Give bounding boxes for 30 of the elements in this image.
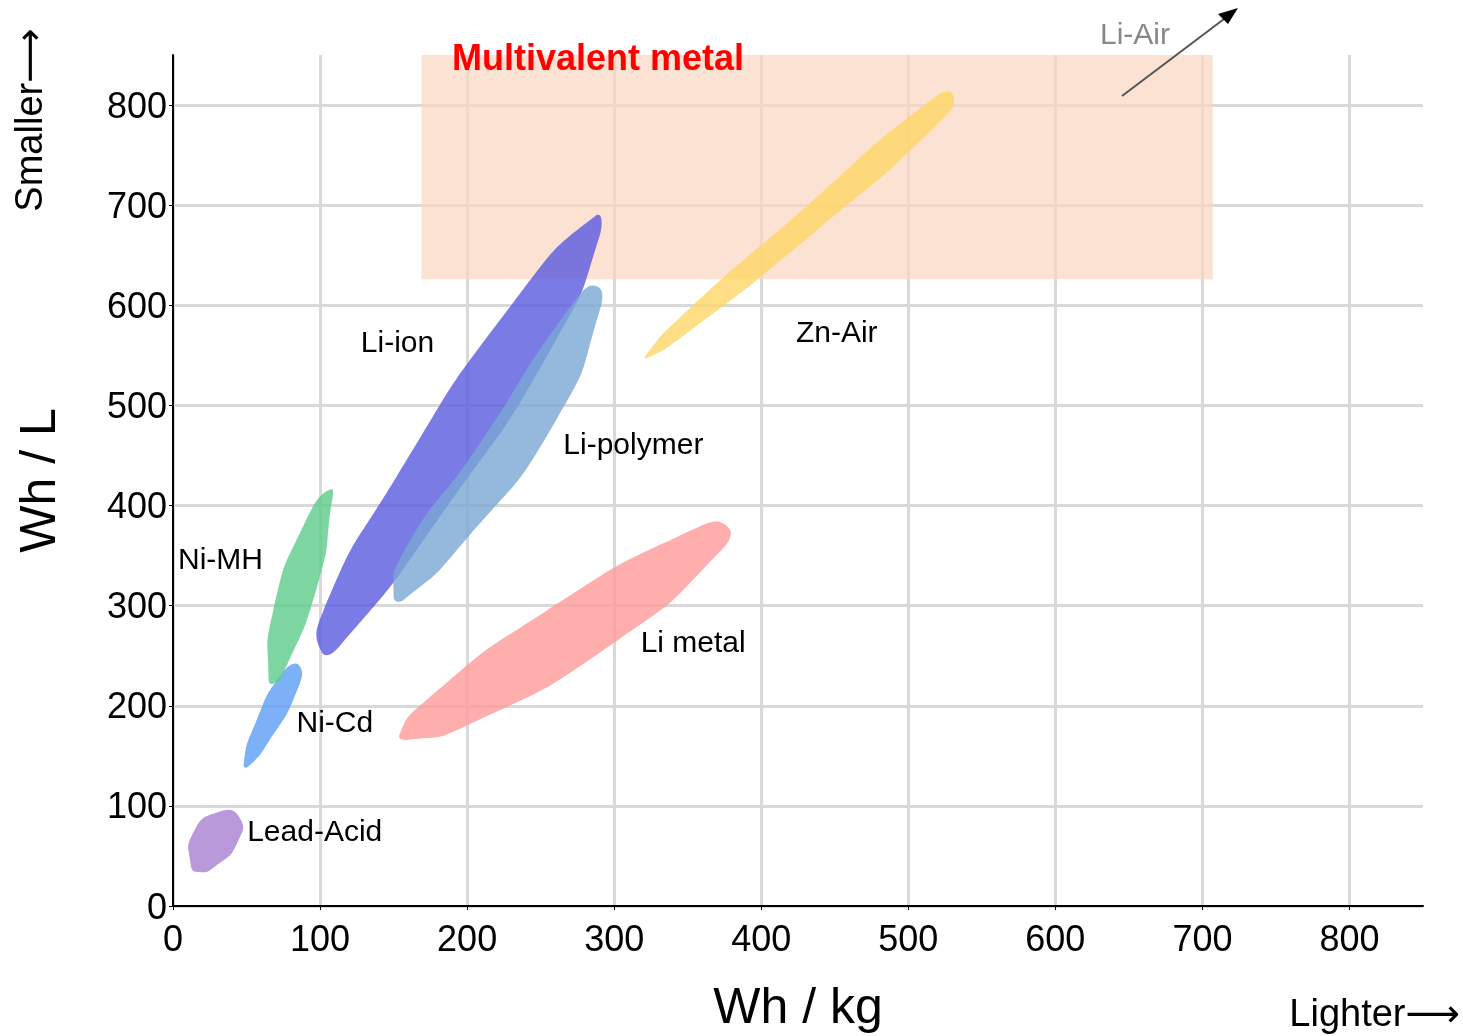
y-tick-label: 300 xyxy=(106,585,167,627)
x-tick-label: 100 xyxy=(290,917,351,959)
x-axis-title: Wh / kg xyxy=(713,978,883,1034)
text: Smaller⟶ xyxy=(8,28,51,212)
x-tick-label: 300 xyxy=(584,917,645,959)
annotation: Multivalent metal xyxy=(452,36,745,78)
y-tick-label: 400 xyxy=(106,485,167,527)
series-label: Lead-Acid xyxy=(247,814,383,848)
y-axis-title: Wh / L xyxy=(10,408,66,553)
y-tick-label: 200 xyxy=(106,685,167,727)
text: Lighter⟶ xyxy=(1289,992,1460,1035)
x-tick-label: 700 xyxy=(1172,917,1233,959)
y-tick-label: 800 xyxy=(106,84,167,126)
y-tick-label: 700 xyxy=(106,184,167,226)
x-tick-label: 600 xyxy=(1025,917,1086,959)
y-tick-label: 100 xyxy=(106,785,167,827)
series-label: Ni-MH xyxy=(178,542,263,576)
text: Li-Air xyxy=(1099,16,1171,50)
series-label: Ni-Cd xyxy=(296,705,374,739)
series-label: Zn-Air xyxy=(795,314,878,348)
y-tick-label: 0 xyxy=(146,885,167,927)
series-label: Li-ion xyxy=(360,324,435,358)
x-tick-label: 400 xyxy=(731,917,792,959)
y-tick-label: 600 xyxy=(106,284,167,326)
series-label: Li metal xyxy=(640,625,746,659)
series-label: Li-polymer xyxy=(563,426,704,460)
x-tick-label: 200 xyxy=(437,917,498,959)
y-tick-label: 500 xyxy=(106,384,167,426)
x-tick-label: 500 xyxy=(878,917,939,959)
x-tick-label: 800 xyxy=(1319,917,1380,959)
